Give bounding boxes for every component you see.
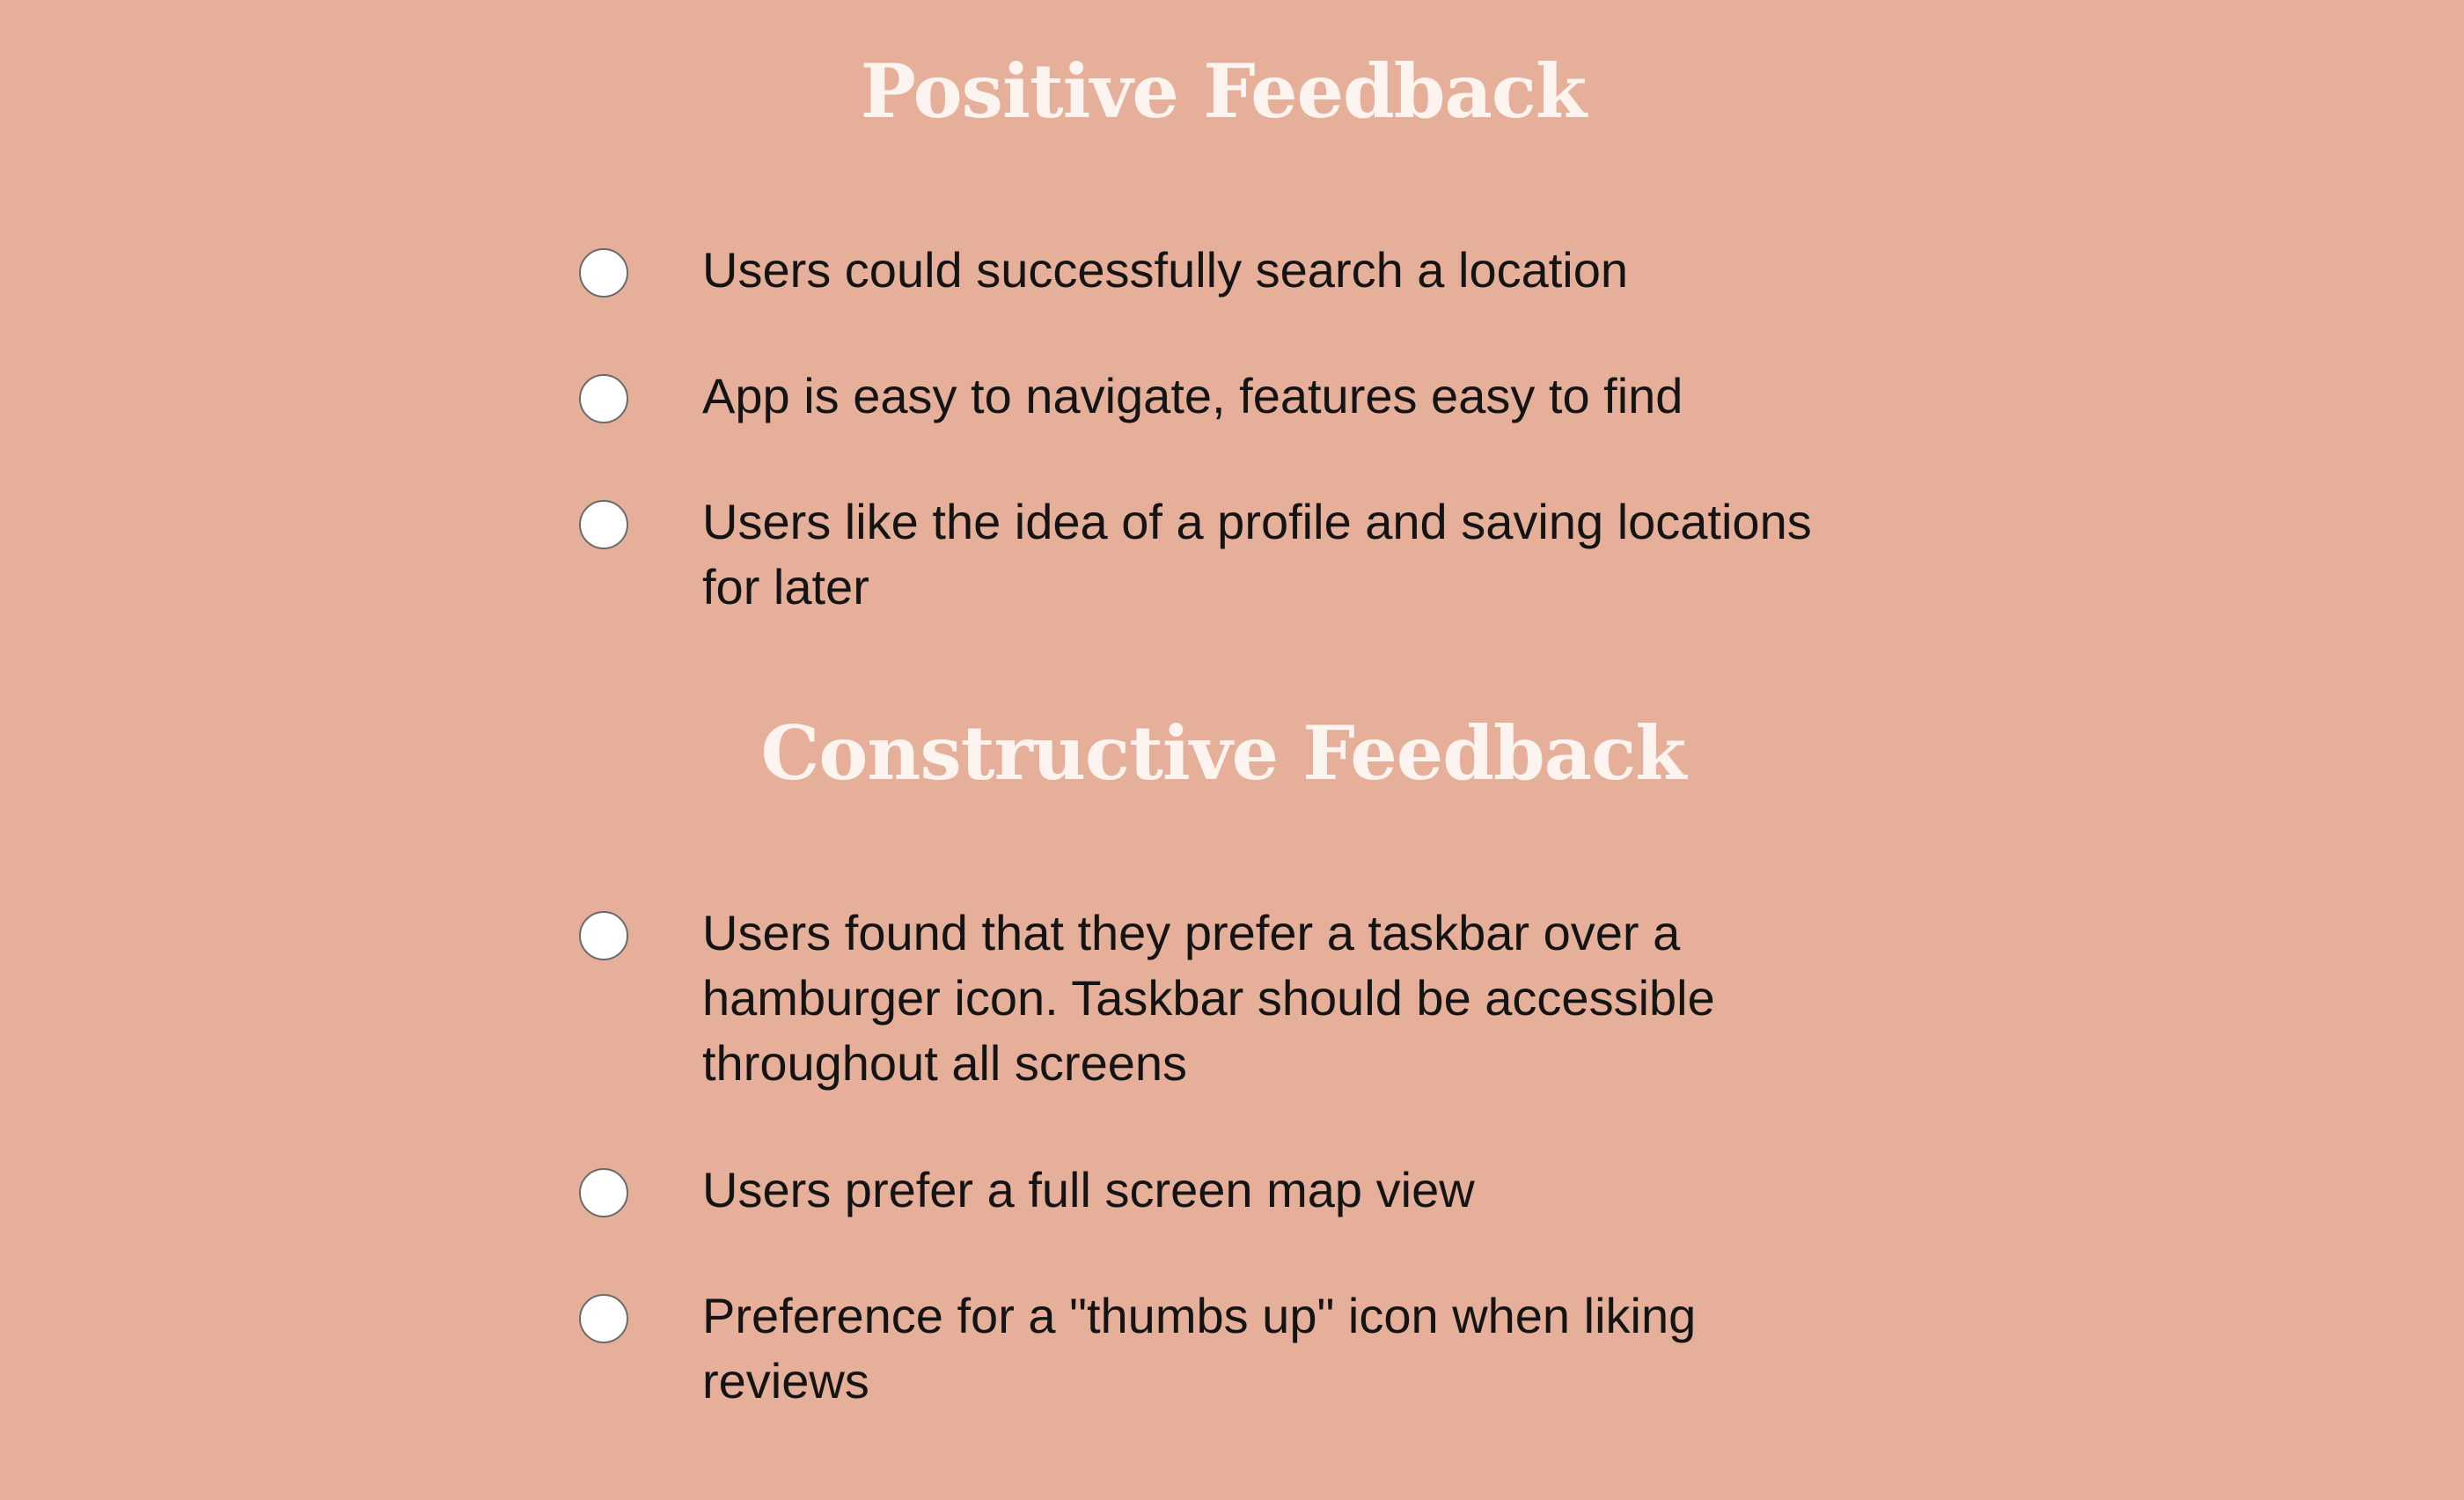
list-item-text: Users found that they prefer a taskbar o… — [702, 905, 1715, 1091]
circle-bullet-icon — [579, 1168, 628, 1217]
list-item-text: App is easy to navigate, features easy t… — [702, 368, 1683, 423]
list-item-text: Preference for a "thumbs up" icon when l… — [702, 1288, 1697, 1408]
circle-bullet-icon — [579, 248, 628, 298]
circle-bullet-icon — [579, 500, 628, 549]
list-item-text: Users like the idea of a profile and sav… — [702, 494, 1812, 614]
circle-bullet-icon — [579, 1294, 628, 1343]
circle-bullet-icon — [579, 911, 628, 960]
list-item-text: Users prefer a full screen map view — [702, 1162, 1475, 1217]
positive-feedback-heading: Positive Feedback — [860, 48, 1588, 135]
list-item-text: Users could successfully search a locati… — [702, 242, 1629, 298]
circle-bullet-icon — [579, 374, 628, 423]
constructive-feedback-heading: Constructive Feedback — [760, 710, 1687, 797]
